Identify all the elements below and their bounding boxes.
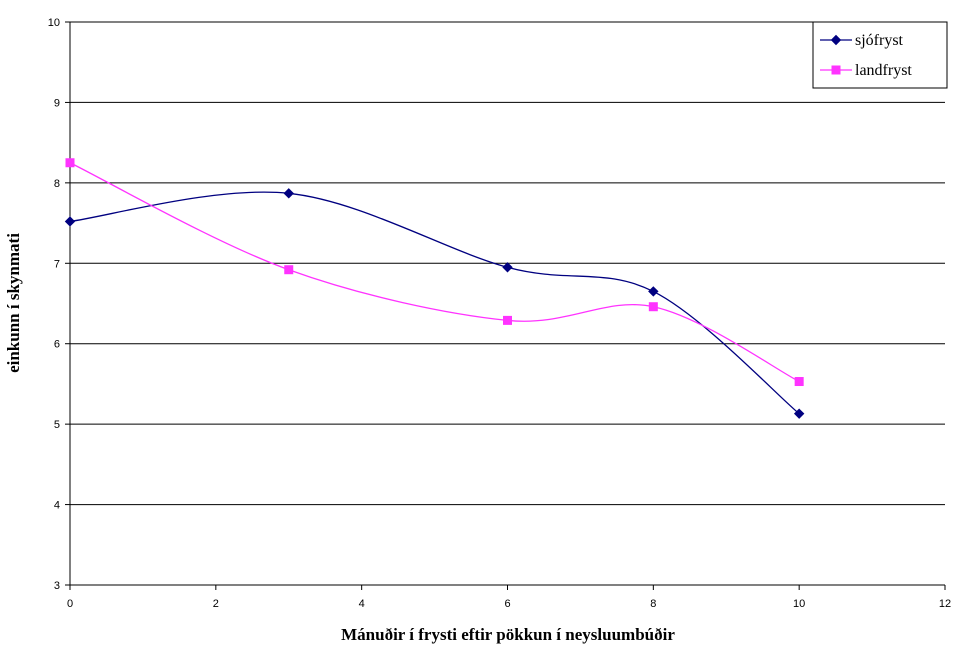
data-point-landfryst-0 [65,158,75,168]
data-point-landfryst-8 [648,302,658,312]
y-tick-label-9: 9 [54,97,60,109]
x-tick-label-2: 2 [213,598,219,610]
x-tick-label-10: 10 [793,598,805,610]
y-tick-label-3: 3 [54,580,60,592]
y-tick-label-5: 5 [54,419,60,431]
grid-lines [70,21,945,506]
y-axis-ticks: 3 4 5 6 7 8 9 10 [48,17,70,592]
data-point-sjófryst-10 [793,408,805,419]
legend-marker-landfryst [831,65,841,75]
series-line-sjófryst [69,191,800,415]
x-tick-label-0: 0 [67,598,73,610]
series-group [64,158,805,419]
series-landfryst [65,158,804,387]
x-tick-label-8: 8 [650,598,656,610]
data-point-landfryst-3 [284,265,294,275]
plot-area [69,22,945,586]
x-axis-ticks: 0 2 4 6 8 10 12 [67,585,951,610]
data-point-sjófryst-6 [502,262,513,273]
x-tick-label-4: 4 [359,598,365,610]
series-line-landfryst [69,162,800,383]
x-axis-title: Mánuðir í frysti eftir pökkun í neysluum… [341,625,675,644]
x-tick-label-6: 6 [504,598,510,610]
y-tick-label-8: 8 [54,178,60,190]
data-point-sjófryst-3 [283,188,294,199]
legend-marker-sjófryst [830,34,842,46]
data-point-landfryst-6 [503,315,512,325]
y-tick-label-10: 10 [48,17,60,29]
legend-label-sjófryst: sjófryst [855,32,904,49]
series-sjófryst [64,188,805,419]
legend-label-landfryst: landfryst [855,62,912,79]
y-tick-label-7: 7 [54,258,60,270]
y-tick-label-6: 6 [54,339,60,351]
data-point-sjófryst-8 [648,286,659,297]
x-tick-label-12: 12 [939,598,951,610]
y-tick-label-4: 4 [54,500,60,512]
legend: sjófryst landfryst [812,21,948,89]
data-point-sjófryst-0 [64,216,76,227]
y-axis-title: einkunn í skynmati [4,233,23,373]
legend-box [812,21,948,89]
data-point-landfryst-10 [794,377,804,387]
